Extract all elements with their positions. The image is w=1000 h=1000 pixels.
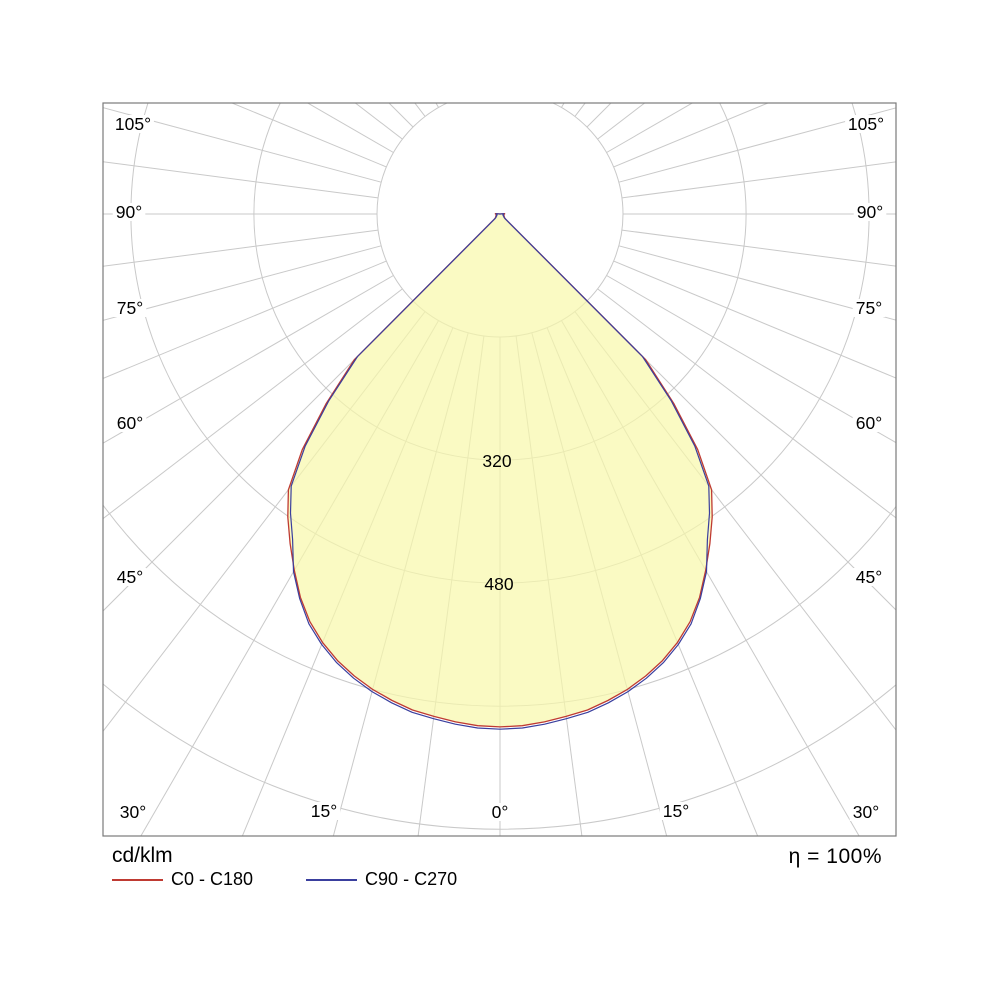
grid-spoke	[597, 288, 896, 519]
grid-spoke	[613, 103, 770, 168]
angle-label-bg	[112, 115, 154, 133]
angle-label-bg	[116, 803, 150, 821]
angle-label-bg	[488, 803, 512, 821]
angle-label: 45°	[856, 567, 882, 587]
axis-labels: 105° 90° 75° 60° 45° 30° 15° 0° 15° 30° 45° 60° 75° 9…	[112, 114, 887, 822]
angle-label: 15°	[311, 801, 337, 821]
grid-spoke	[516, 0, 598, 92]
grid-spoke	[618, 245, 896, 321]
grid-spoke	[532, 0, 694, 95]
diagram-frame	[102, 102, 897, 837]
c90-line-swatch-icon	[306, 878, 358, 881]
legend-label-c0: C0 - C180	[171, 869, 254, 889]
grid-spoke	[354, 103, 403, 140]
angle-label: 90°	[857, 202, 883, 222]
grid-spoke	[613, 260, 896, 379]
angle-label: 75°	[856, 298, 882, 318]
angle-label: 105°	[848, 114, 884, 134]
grid-spoke	[561, 103, 565, 108]
angle-label: 45°	[117, 567, 143, 587]
angle-label-bg	[113, 414, 147, 432]
unit-label: cd/klm	[112, 844, 173, 867]
angle-label-bg	[307, 802, 341, 820]
grid-spoke	[306, 0, 468, 95]
ring-value-label: 480	[484, 574, 513, 594]
legend-item-c0: C0 - C180	[112, 869, 253, 890]
angle-label-bg	[845, 115, 887, 133]
angle-label: 105°	[115, 114, 151, 134]
grid-spoke	[574, 103, 586, 117]
grid-spoke	[103, 288, 403, 520]
grid-spoke	[103, 275, 394, 444]
grid-spoke	[586, 103, 612, 128]
grid-spoke	[230, 103, 387, 168]
efficiency-label: η = 100%	[788, 845, 882, 868]
angle-label-bg	[113, 299, 147, 317]
angle-label-bg	[113, 568, 147, 586]
light-distribution-fill	[287, 213, 713, 727]
curve-c90-c270	[289, 213, 711, 730]
angle-label: 75°	[117, 298, 143, 318]
angle-label: 30°	[853, 802, 879, 822]
grid-spoke	[621, 161, 896, 199]
angle-label-bg	[852, 568, 886, 586]
c0-line-swatch-icon	[112, 878, 163, 881]
grid-spoke	[103, 229, 379, 267]
angle-label-bg	[659, 802, 693, 820]
legend-item-c90: C90 - C270	[306, 869, 457, 890]
grid-spoke	[213, 0, 453, 100]
legend: C0 - C180 C90 - C270	[112, 869, 457, 890]
grid-spoke	[547, 0, 787, 100]
angle-label: 60°	[117, 413, 143, 433]
angle-label-bg	[853, 203, 887, 221]
angle-label: 90°	[116, 202, 142, 222]
grid-spoke	[103, 300, 414, 612]
angle-label: 0°	[492, 802, 509, 822]
angle-label-bg	[852, 299, 886, 317]
grid-spoke	[388, 103, 414, 128]
angle-label-bg	[849, 803, 883, 821]
angle-label-bg	[852, 414, 886, 432]
distribution-curves	[287, 212, 713, 730]
grid-spoke	[586, 300, 896, 611]
angle-label: 60°	[856, 413, 882, 433]
grid-spoke	[402, 0, 484, 92]
grid-spoke	[618, 107, 896, 183]
grid-spoke	[103, 260, 387, 379]
angle-label-bg	[112, 203, 146, 221]
grid-spoke	[414, 103, 426, 117]
angle-label: 15°	[663, 801, 689, 821]
ring-value-label: 320	[482, 451, 511, 471]
grid-spoke	[597, 103, 646, 140]
angle-label: 30°	[120, 802, 146, 822]
legend-label-c90: C90 - C270	[365, 869, 458, 889]
grid-spoke	[621, 229, 896, 267]
grid-spoke	[606, 103, 694, 153]
grid-spoke	[606, 275, 896, 444]
grid-spoke	[435, 103, 439, 108]
grid-spoke	[103, 161, 379, 199]
grid-spoke	[103, 107, 382, 183]
grid-spoke	[103, 245, 382, 321]
grid-spoke	[306, 103, 394, 153]
